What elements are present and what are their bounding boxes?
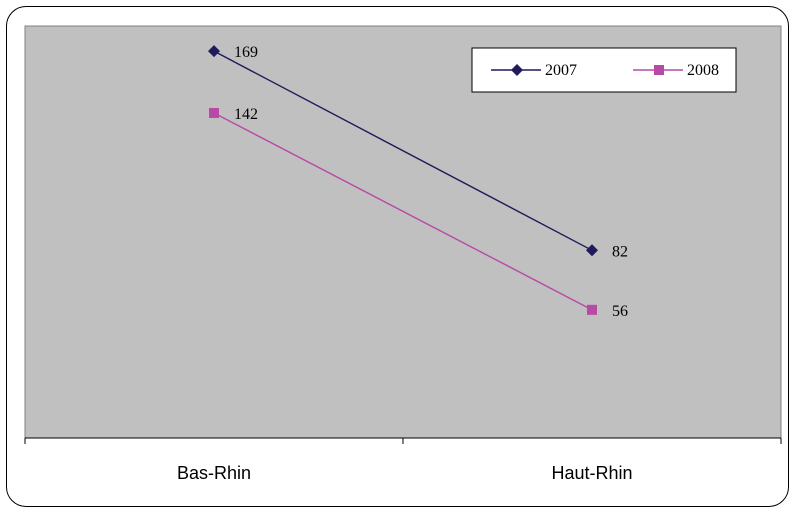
- legend-label-2008: 2008: [687, 62, 719, 79]
- x-tick-label: Bas-Rhin: [177, 463, 251, 483]
- data-point-2007: [586, 244, 598, 257]
- data-labels: 169 82 142 56: [234, 44, 628, 320]
- series-line-2007: [213, 50, 593, 251]
- data-point-2007: [208, 45, 220, 58]
- x-axis: Bas-Rhin Haut-Rhin: [24, 437, 782, 483]
- x-tick-label: Haut-Rhin: [551, 463, 632, 483]
- series-line-2008: [213, 112, 593, 311]
- legend-label-2007: 2007: [545, 62, 577, 79]
- data-label: 169: [234, 44, 258, 61]
- data-point-2008: [587, 304, 597, 315]
- series-lines: [213, 50, 593, 311]
- data-label: 142: [234, 106, 258, 123]
- legend-marker-2008: [654, 65, 664, 75]
- data-label: 82: [612, 243, 628, 260]
- legend-marker-2007: [511, 64, 523, 76]
- plot-area: [24, 25, 782, 439]
- data-label: 56: [612, 303, 628, 320]
- data-point-2008: [209, 107, 219, 118]
- legend: 2007 2008: [471, 47, 737, 93]
- series-markers: [208, 45, 598, 315]
